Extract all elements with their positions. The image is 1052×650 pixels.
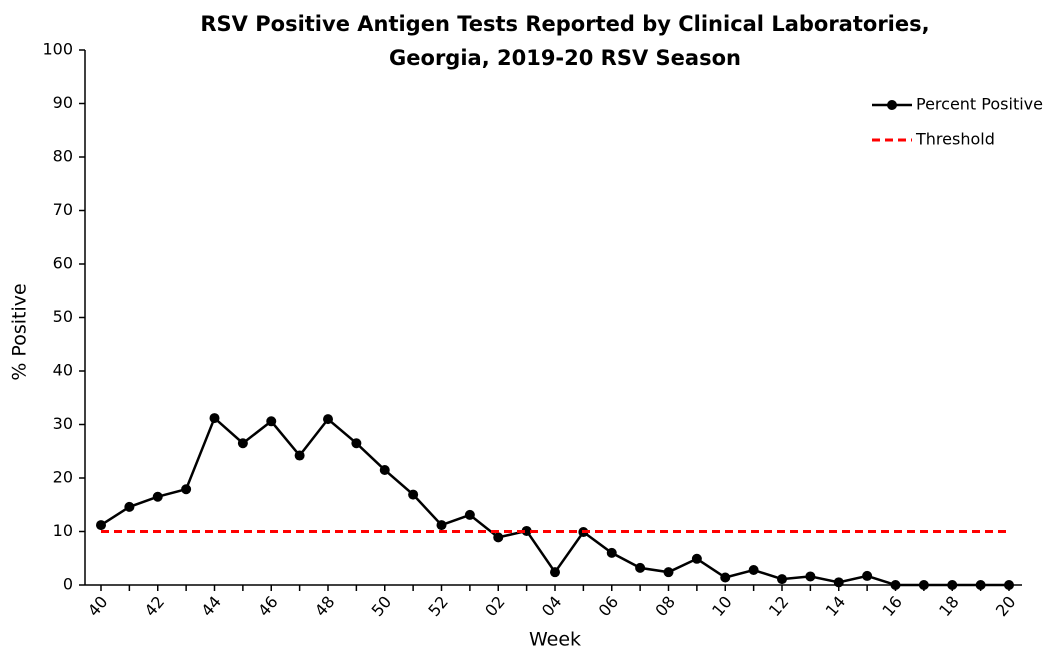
y-tick-label: 0 — [63, 575, 73, 594]
data-point — [266, 416, 277, 427]
x-tick-label: 48 — [311, 592, 339, 620]
data-point — [947, 580, 958, 590]
x-tick-label: 06 — [595, 592, 623, 620]
x-tick-label: 16 — [878, 592, 906, 620]
x-tick-label: 20 — [992, 592, 1020, 620]
data-point — [294, 450, 305, 461]
data-point — [124, 501, 135, 512]
x-tick-label: 08 — [651, 592, 679, 620]
data-point — [323, 414, 333, 425]
legend-label: Percent Positive — [916, 95, 1043, 114]
y-tick-label: 100 — [42, 40, 73, 59]
y-axis-title: % Positive — [9, 283, 31, 380]
x-tick-label: 50 — [368, 592, 396, 620]
y-tick-label: 80 — [53, 147, 73, 166]
data-point — [209, 413, 220, 424]
x-tick-label: 40 — [84, 592, 112, 620]
x-tick-label: 52 — [424, 592, 452, 620]
legend-marker — [887, 100, 897, 110]
data-point — [181, 484, 192, 495]
data-point — [237, 438, 248, 449]
chart-title: RSV Positive Antigen Tests Reported by C… — [200, 12, 929, 36]
data-point — [606, 547, 617, 558]
data-point — [521, 525, 532, 536]
legend-label: Threshold — [915, 130, 995, 149]
data-point — [436, 520, 447, 531]
data-point — [550, 567, 560, 578]
data-point — [691, 553, 702, 564]
data-point — [1004, 580, 1014, 590]
x-axis-title: Week — [529, 629, 581, 650]
x-tick-label: 42 — [141, 592, 169, 620]
y-tick-label: 30 — [53, 414, 73, 433]
data-point — [152, 491, 163, 502]
data-point — [805, 571, 816, 582]
data-point — [975, 580, 986, 590]
data-point — [464, 509, 475, 520]
data-point — [635, 562, 646, 573]
y-tick-label: 10 — [53, 521, 73, 540]
chart-title: Georgia, 2019-20 RSV Season — [389, 46, 741, 70]
x-tick-label: 10 — [708, 592, 736, 620]
x-tick-label: 46 — [254, 592, 282, 620]
x-tick-label: 12 — [765, 592, 793, 620]
data-point — [408, 489, 419, 500]
y-tick-label: 20 — [53, 468, 73, 487]
data-point — [663, 567, 674, 578]
x-tick-label: 14 — [822, 592, 850, 620]
data-point — [96, 520, 106, 531]
data-point — [351, 438, 362, 449]
y-tick-label: 70 — [53, 200, 73, 219]
x-tick-label: 44 — [197, 592, 225, 620]
data-point — [890, 580, 901, 590]
data-point — [777, 574, 787, 585]
data-point — [493, 532, 504, 543]
data-point — [720, 572, 731, 583]
y-tick-label: 60 — [53, 254, 73, 273]
x-tick-label: 04 — [538, 592, 566, 620]
x-tick-label: 02 — [481, 592, 509, 620]
data-point — [862, 570, 873, 581]
y-tick-label: 90 — [53, 93, 73, 112]
series-line — [100, 415, 1009, 587]
data-point — [748, 565, 759, 576]
data-point — [833, 577, 844, 588]
y-tick-label: 40 — [53, 361, 73, 380]
y-tick-label: 50 — [53, 307, 73, 326]
data-point — [918, 580, 929, 590]
data-point — [379, 464, 390, 475]
x-tick-label: 18 — [935, 592, 963, 620]
